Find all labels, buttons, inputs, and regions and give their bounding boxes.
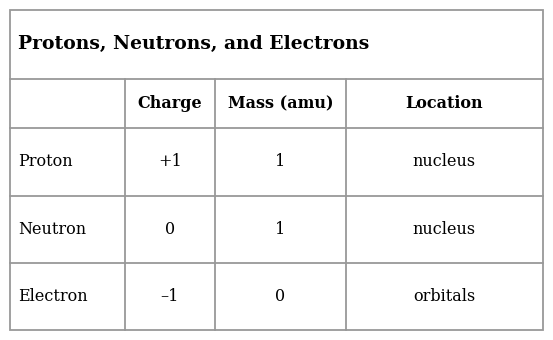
Text: Location: Location [405, 95, 483, 112]
Text: Protons, Neutrons, and Electrons: Protons, Neutrons, and Electrons [18, 35, 369, 53]
Text: nucleus: nucleus [413, 221, 476, 238]
Text: Electron: Electron [18, 288, 87, 305]
Text: –1: –1 [161, 288, 179, 305]
Text: orbitals: orbitals [413, 288, 476, 305]
Text: Charge: Charge [138, 95, 202, 112]
Text: nucleus: nucleus [413, 153, 476, 170]
Text: 0: 0 [165, 221, 175, 238]
Text: 1: 1 [275, 221, 285, 238]
Text: Neutron: Neutron [18, 221, 86, 238]
Text: Proton: Proton [18, 153, 72, 170]
Text: 1: 1 [275, 153, 285, 170]
Text: 0: 0 [275, 288, 285, 305]
Text: +1: +1 [158, 153, 182, 170]
Text: Mass (amu): Mass (amu) [228, 95, 333, 112]
